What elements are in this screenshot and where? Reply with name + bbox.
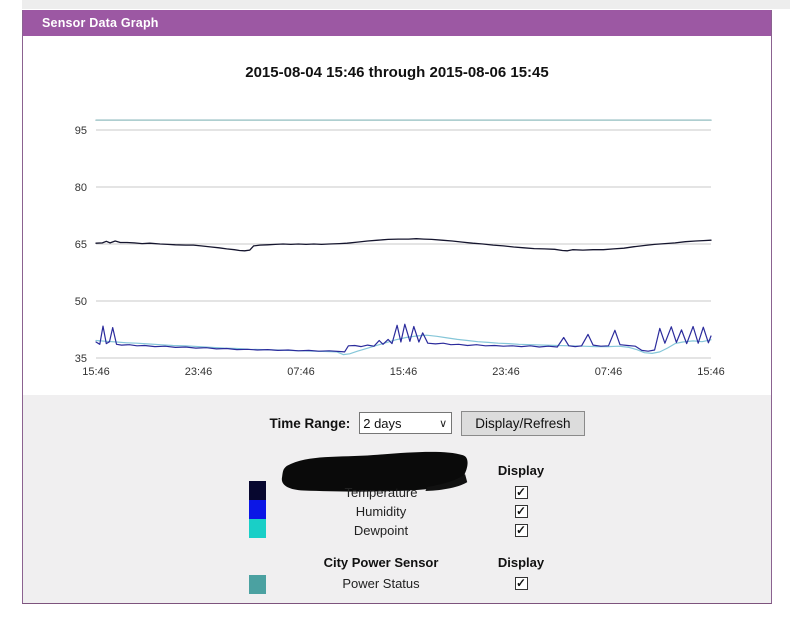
y-axis-tick-label: 65 <box>75 239 87 251</box>
display-checkbox-temperature[interactable]: ✓ <box>514 485 528 499</box>
controls-section: Time Range: 2 days ∨ Display/Refresh Dis… <box>23 395 771 603</box>
legend-row-label: Power Status <box>342 576 420 591</box>
x-axis-tick-label: 15:46 <box>697 366 725 378</box>
y-axis-tick-label: 35 <box>75 353 87 365</box>
legend-checkbox-column: ✓ <box>491 574 551 593</box>
x-axis-tick-label: 15:46 <box>390 366 418 378</box>
display-checkbox-power-status[interactable]: ✓ <box>514 576 528 590</box>
chart-title: 2015-08-04 15:46 through 2015-08-06 15:4… <box>245 64 549 81</box>
display-header: Display <box>497 555 545 570</box>
x-axis-tick-label: 23:46 <box>492 366 520 378</box>
legend-row-label: Temperature <box>344 485 418 500</box>
y-axis-tick-label: 80 <box>75 182 87 194</box>
sensor-name-header: City Power Sensor <box>323 555 439 570</box>
time-range-row: Time Range: 2 days ∨ Display/Refresh <box>53 410 790 436</box>
legend-color-swatch-temperature <box>249 481 266 500</box>
x-axis-tick-label: 07:46 <box>287 366 315 378</box>
time-range-selected-value: 2 days <box>363 415 402 431</box>
legend-label-column: Power Status <box>281 574 481 593</box>
x-axis-tick-label: 23:46 <box>185 366 213 378</box>
window-titlebar: Sensor Data Graph <box>23 10 771 36</box>
sensor-data-graph-window: Sensor Data Graph 35 50 65 80 95 15:46 23:46 07… <box>22 10 772 604</box>
sensor-line-chart: 35 50 65 80 95 15:46 23:46 07:46 15:46 23:46 07:46… <box>75 119 725 378</box>
display-checkbox-humidity[interactable]: ✓ <box>514 504 528 518</box>
chart-section: 35 50 65 80 95 15:46 23:46 07:46 15:46 23:46 07:46… <box>23 36 771 395</box>
y-axis-tick-label: 95 <box>75 125 87 137</box>
legend-group-sensor-1: Display Temperature Humidity Dewpoint ✓ ✓ ✓ <box>23 451 771 552</box>
legend-color-swatch-power-status <box>249 575 266 594</box>
redaction-scribble <box>281 451 468 492</box>
legend-swatch-column <box>249 575 266 594</box>
time-range-select[interactable]: 2 days ∨ <box>359 412 453 434</box>
display-header: Display <box>497 463 545 478</box>
legend-checkbox-column: ✓ ✓ ✓ <box>491 483 551 540</box>
time-range-label: Time Range: <box>269 415 351 431</box>
legend-swatch-column <box>249 481 266 538</box>
y-axis-tick-label: 50 <box>75 296 87 308</box>
legend-color-swatch-humidity <box>249 500 266 519</box>
x-axis-tick-label: 07:46 <box>595 366 623 378</box>
chevron-down-icon: ∨ <box>439 417 448 430</box>
window-title: Sensor Data Graph <box>42 16 159 30</box>
legend-row-label: Dewpoint <box>353 523 409 538</box>
series-line-dewpoint <box>95 334 712 356</box>
series-line-humidity <box>95 323 712 353</box>
legend-row-label: Humidity <box>355 504 407 519</box>
page-top-strip <box>22 0 790 9</box>
legend-group-city-power: City Power Sensor Display Power Status ✓ <box>23 555 771 600</box>
x-axis-tick-label: 15:46 <box>82 366 110 378</box>
series-line-temperature <box>95 238 712 252</box>
display-refresh-button[interactable]: Display/Refresh <box>461 410 585 436</box>
display-checkbox-dewpoint[interactable]: ✓ <box>514 523 528 537</box>
legend-label-column: Temperature Humidity Dewpoint <box>281 483 481 540</box>
legend-color-swatch-dewpoint <box>249 519 266 538</box>
